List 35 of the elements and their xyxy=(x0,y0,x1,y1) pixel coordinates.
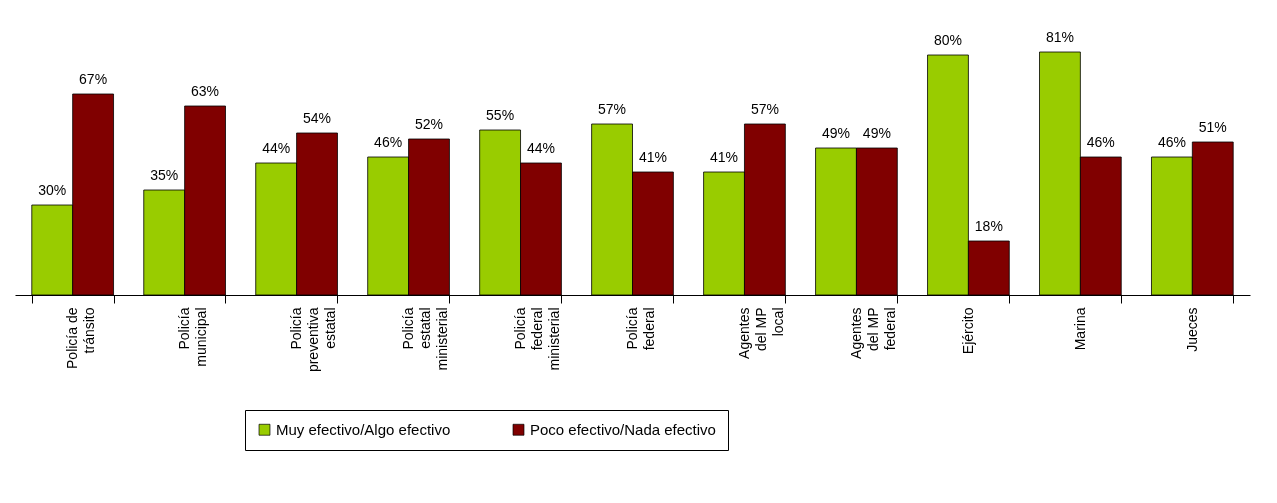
data-label: 54% xyxy=(303,110,332,126)
x-tick-label: Agentes del MP federal xyxy=(847,307,898,359)
data-label: 49% xyxy=(821,125,851,141)
x-tick-label: Policía de tránsito xyxy=(64,307,98,369)
data-label: 63% xyxy=(191,83,220,99)
x-tick-label: Policía municipal xyxy=(176,307,210,367)
x-tick-label: Marina xyxy=(1071,307,1088,351)
x-tick-label: Jueces xyxy=(1183,307,1200,352)
x-tick-label: Policía federal ministerial xyxy=(512,307,563,371)
data-label: 49% xyxy=(862,125,891,141)
data-label: 46% xyxy=(1157,134,1186,150)
data-label: 44% xyxy=(262,140,291,156)
legend-label: Muy efectivo/Algo efectivo xyxy=(276,420,451,438)
x-tick-label: Policía federal xyxy=(624,307,657,351)
data-label: 46% xyxy=(1086,134,1115,150)
data-label: 57% xyxy=(750,101,779,117)
x-tick-label: Policía preventiva estatal xyxy=(288,307,339,373)
data-label: 81% xyxy=(1045,29,1074,45)
data-label: 18% xyxy=(974,218,1003,234)
data-label: 41% xyxy=(710,149,739,165)
x-tick-label: Policía estatal ministerial xyxy=(400,307,451,371)
legend-label: Poco efectivo/Nada efectivo xyxy=(530,420,716,438)
data-label: 55% xyxy=(486,107,515,123)
x-tick-label: Ejército xyxy=(959,307,976,355)
data-label: 35% xyxy=(150,167,179,183)
data-label: 51% xyxy=(1198,119,1227,135)
data-label: 57% xyxy=(598,101,627,117)
data-label: 30% xyxy=(38,182,67,198)
data-label: 44% xyxy=(526,140,555,156)
data-label: 52% xyxy=(414,116,444,132)
data-label: 46% xyxy=(374,134,403,150)
data-label: 67% xyxy=(79,71,108,87)
data-label: 41% xyxy=(638,149,667,165)
data-label: 80% xyxy=(933,32,962,48)
x-tick-label: Agentes del MP local xyxy=(735,307,786,359)
